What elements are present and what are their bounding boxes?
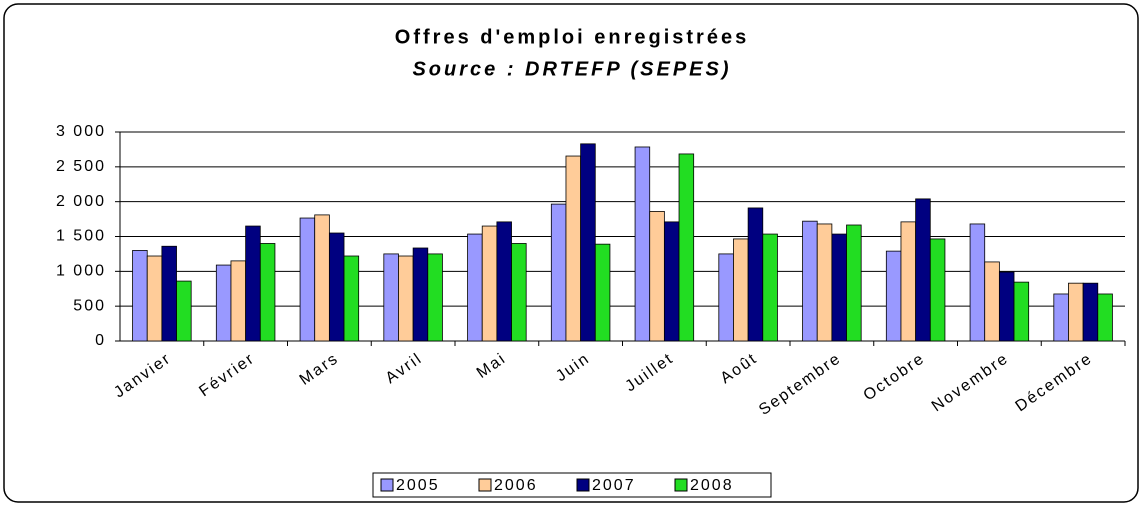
bar — [915, 198, 931, 342]
legend-label: 2006 — [494, 477, 538, 494]
y-tick-label: 2 000 — [56, 193, 106, 210]
bar — [900, 221, 917, 342]
legend-frame — [372, 472, 772, 498]
bar — [816, 223, 833, 342]
bar — [132, 250, 148, 342]
bar — [412, 247, 429, 342]
bar — [146, 255, 163, 342]
bar — [1082, 282, 1099, 342]
bar — [1068, 282, 1084, 342]
legend-swatch — [478, 478, 492, 492]
legend-swatch — [674, 478, 688, 492]
bar — [802, 220, 818, 342]
bar — [328, 232, 345, 342]
bar — [383, 253, 399, 342]
bar — [846, 224, 862, 342]
bar — [580, 143, 596, 342]
legend-swatch — [576, 478, 590, 492]
y-tick-label: 0 — [95, 332, 106, 349]
bar — [343, 255, 360, 342]
chart-subtitle: Source : DRTEFP (SEPES) — [412, 58, 731, 80]
bar — [259, 243, 276, 342]
bar — [678, 153, 695, 342]
y-tick-label: 1 000 — [56, 263, 106, 280]
bar — [649, 211, 665, 342]
bar — [1013, 281, 1030, 342]
bar — [230, 260, 247, 342]
bar — [467, 233, 483, 342]
bar — [718, 253, 734, 342]
bar — [885, 250, 902, 342]
bar — [481, 225, 498, 342]
bar — [1097, 293, 1113, 342]
bar — [594, 243, 611, 342]
bar — [1053, 293, 1069, 342]
bar — [427, 253, 443, 342]
legend-swatch — [380, 478, 394, 492]
y-tick-label: 2 500 — [56, 158, 106, 175]
bar — [496, 221, 512, 342]
bar — [176, 280, 192, 342]
bar — [762, 233, 778, 342]
bar — [831, 233, 847, 342]
bar — [314, 214, 330, 342]
legend-label: 2008 — [690, 477, 734, 494]
bar — [663, 221, 680, 342]
bar — [998, 271, 1015, 342]
bar — [215, 264, 232, 342]
bar — [245, 225, 261, 342]
bar — [299, 217, 316, 342]
bar — [733, 238, 749, 342]
bar — [398, 255, 414, 342]
bar — [969, 223, 986, 342]
legend-label: 2007 — [592, 477, 636, 494]
bar — [565, 155, 582, 342]
bar — [747, 207, 764, 342]
bar — [511, 243, 527, 342]
y-tick-label: 500 — [73, 297, 106, 314]
bar — [550, 203, 567, 342]
y-tick-label: 1 500 — [56, 228, 106, 245]
chart-title: Offres d'emploi enregistrées — [395, 26, 749, 48]
bar — [161, 245, 177, 342]
legend-label: 2005 — [396, 477, 440, 494]
bar — [929, 238, 946, 342]
y-tick-label: 3 000 — [56, 123, 106, 140]
bar — [634, 146, 651, 342]
bar — [984, 261, 1000, 342]
